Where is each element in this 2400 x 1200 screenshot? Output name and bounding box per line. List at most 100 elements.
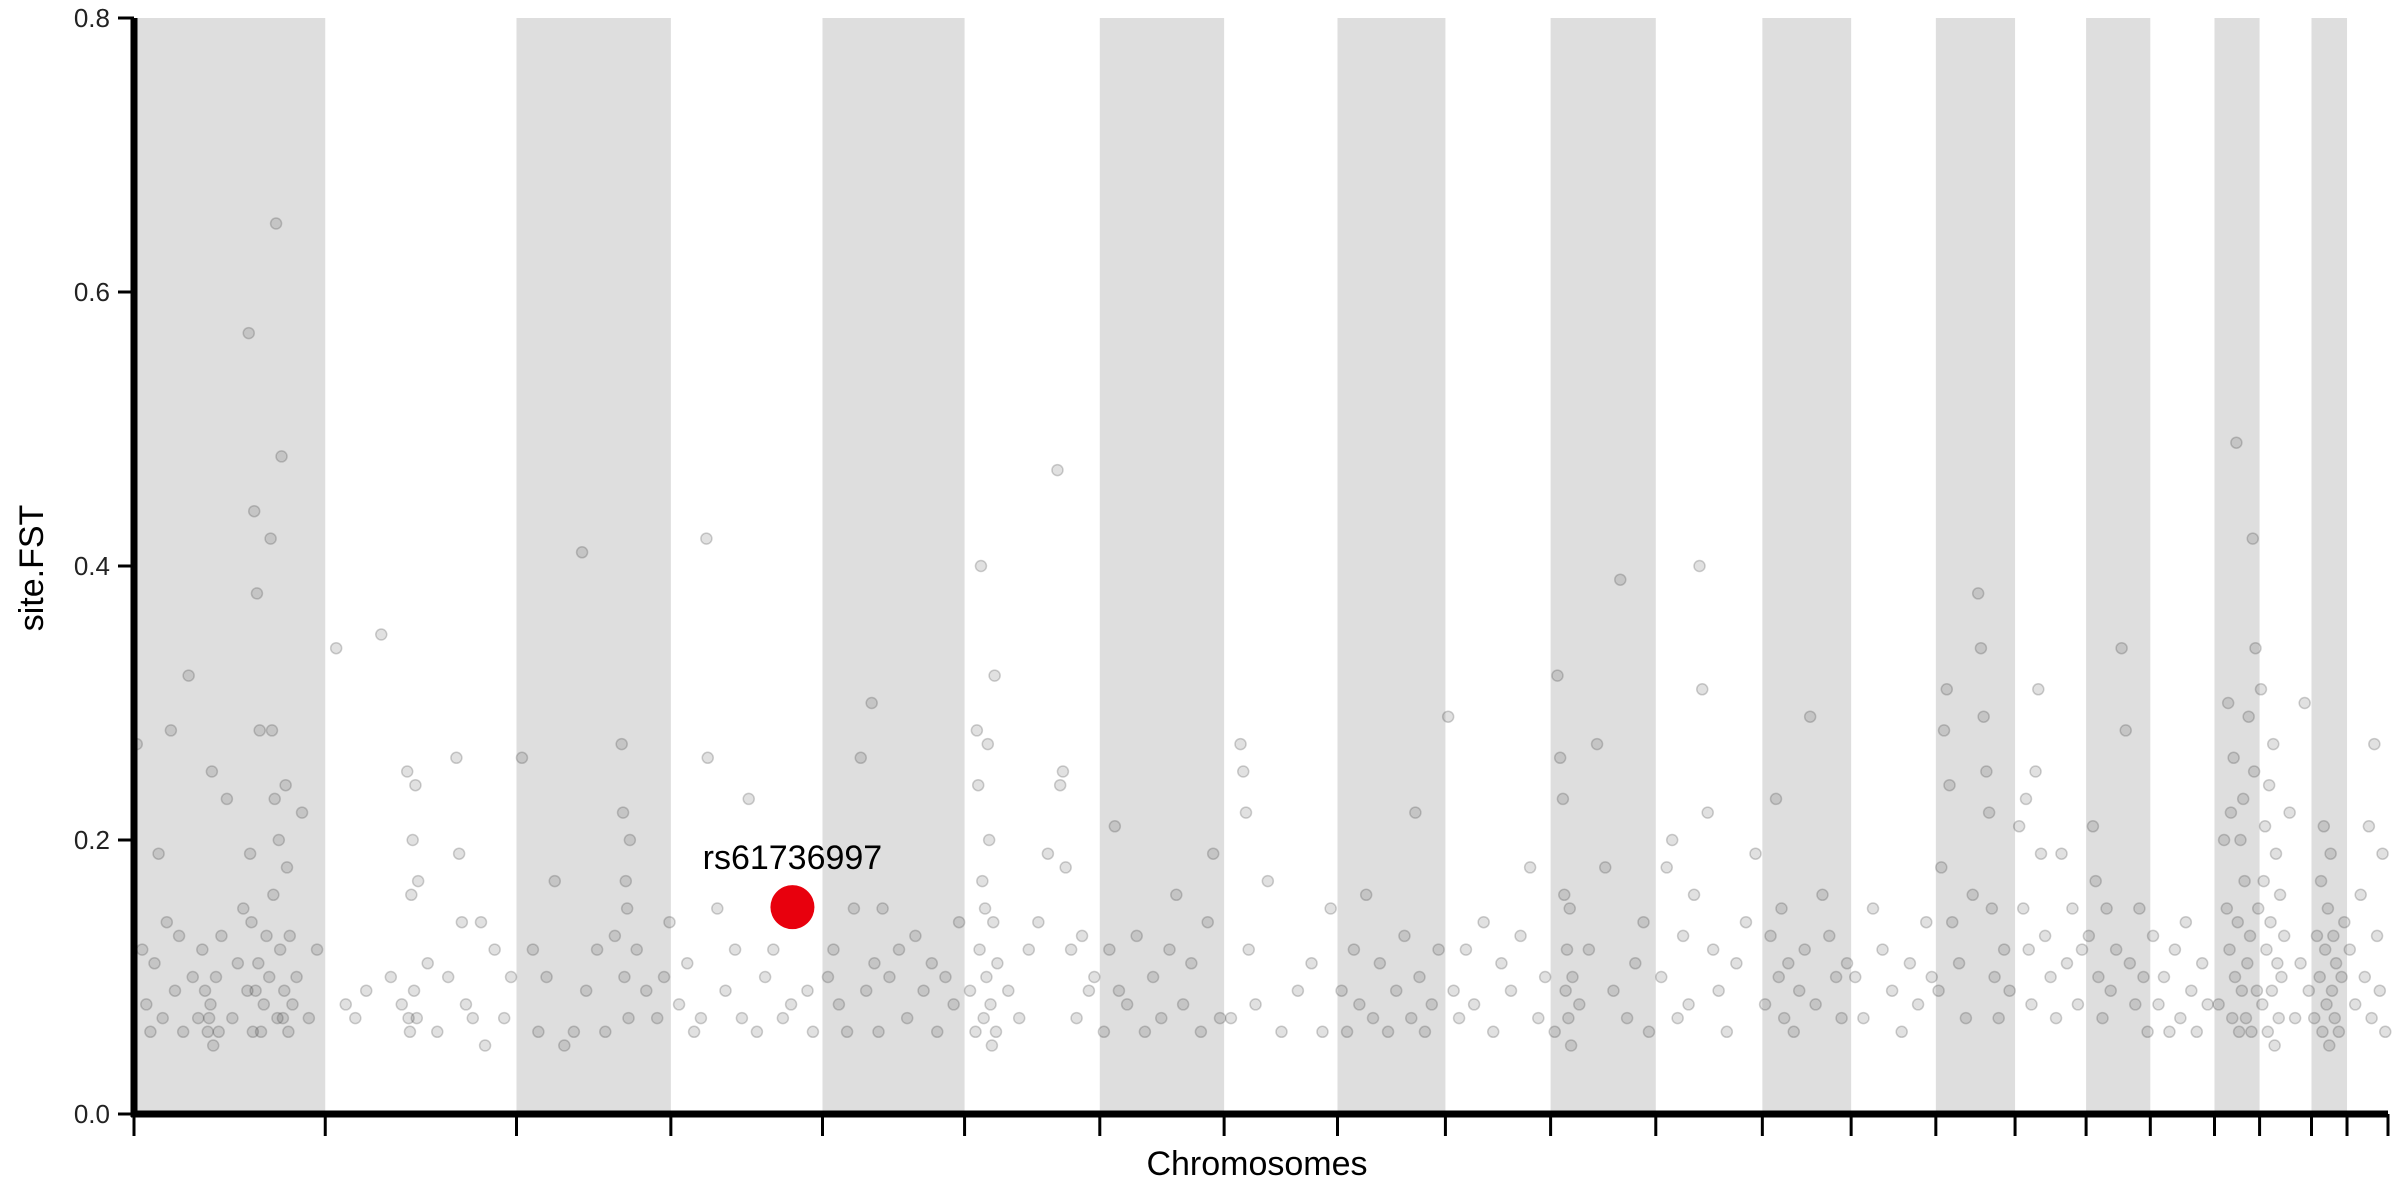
snp-point bbox=[2212, 998, 2225, 1011]
snp-point bbox=[1097, 1025, 1111, 1039]
snp-point bbox=[728, 943, 742, 956]
snp-point bbox=[409, 778, 422, 792]
y-tick-label: 0.6 bbox=[74, 277, 110, 307]
snp-point bbox=[254, 1025, 268, 1039]
snp-point bbox=[1418, 1025, 1432, 1039]
snp-point bbox=[1425, 998, 1439, 1011]
snp-point bbox=[2228, 970, 2242, 984]
snp-point bbox=[2226, 1011, 2239, 1025]
snp-point bbox=[1712, 984, 1725, 997]
snp-point bbox=[750, 1025, 764, 1039]
snp-point bbox=[1155, 1011, 1168, 1025]
snp-point bbox=[152, 847, 165, 860]
snp-point bbox=[663, 915, 676, 929]
snp-point bbox=[1553, 751, 1567, 765]
snp-point bbox=[1809, 998, 1822, 1011]
snp-point bbox=[245, 915, 258, 929]
snp-point bbox=[247, 504, 261, 518]
snp-point bbox=[2328, 1011, 2341, 1025]
snp-point bbox=[982, 833, 996, 847]
snp-point bbox=[1275, 1025, 1288, 1039]
snp-point bbox=[977, 1011, 990, 1025]
snp-point bbox=[963, 984, 977, 997]
snp-point bbox=[1389, 984, 1403, 997]
snp-point bbox=[917, 984, 930, 997]
snp-point bbox=[2032, 683, 2045, 696]
snp-point bbox=[1769, 792, 1783, 806]
snp-point bbox=[1551, 669, 1564, 682]
snp-point bbox=[1249, 998, 1262, 1011]
snp-point bbox=[1075, 929, 1089, 943]
snp-point bbox=[1504, 984, 1518, 997]
snp-point bbox=[198, 984, 212, 997]
snp-point bbox=[1940, 683, 1954, 696]
snp-point bbox=[1201, 915, 1214, 929]
snp-point bbox=[431, 1025, 444, 1039]
snp-point bbox=[2230, 436, 2243, 449]
snp-point bbox=[1798, 943, 1811, 956]
snp-point bbox=[515, 751, 529, 765]
snp-point bbox=[2258, 820, 2272, 833]
snp-point bbox=[1671, 1011, 1684, 1025]
snp-point bbox=[925, 957, 939, 970]
snp-point bbox=[1974, 641, 1988, 655]
snp-point bbox=[257, 998, 271, 1011]
snp-point bbox=[876, 902, 889, 915]
snp-point bbox=[640, 984, 653, 997]
snp-point bbox=[278, 984, 291, 997]
snp-point bbox=[2086, 820, 2100, 833]
snp-point bbox=[349, 1011, 362, 1025]
snp-point bbox=[2338, 915, 2351, 929]
snp-point bbox=[375, 628, 388, 641]
snp-point bbox=[620, 902, 634, 915]
snp-point bbox=[608, 929, 622, 943]
snp-point bbox=[2298, 696, 2311, 710]
snp-point bbox=[1130, 929, 1143, 943]
snp-point bbox=[1598, 861, 1612, 874]
snp-point bbox=[1335, 984, 1348, 997]
snp-point bbox=[1920, 915, 1933, 929]
snp-point bbox=[242, 326, 255, 340]
snp-point bbox=[1564, 1039, 1578, 1052]
snp-point bbox=[329, 641, 343, 655]
snp-point bbox=[969, 1025, 982, 1039]
snp-point bbox=[384, 970, 398, 984]
snp-point bbox=[1985, 902, 1999, 915]
snp-point bbox=[1556, 792, 1570, 806]
y-tick-label: 0.2 bbox=[74, 825, 110, 855]
snp-point bbox=[1787, 1025, 1801, 1039]
snp-point bbox=[1866, 902, 1880, 915]
snp-point bbox=[2321, 902, 2335, 915]
snp-point bbox=[1562, 1011, 1575, 1025]
snp-point bbox=[1840, 957, 1854, 970]
snp-point bbox=[2354, 888, 2367, 902]
chromosome-band bbox=[2311, 18, 2348, 1114]
snp-point bbox=[2022, 943, 2035, 956]
snp-point bbox=[1590, 737, 1604, 751]
snp-point bbox=[1146, 970, 1160, 984]
snp-point bbox=[1041, 847, 1055, 860]
snp-point bbox=[2157, 970, 2171, 984]
snp-point bbox=[984, 998, 997, 1011]
snp-point bbox=[2250, 984, 2264, 997]
snp-point bbox=[204, 998, 217, 1011]
snp-point bbox=[1758, 998, 1772, 1011]
snp-point bbox=[160, 915, 174, 929]
snp-point bbox=[2332, 1025, 2346, 1039]
snp-point bbox=[2271, 957, 2284, 970]
snp-point bbox=[2236, 792, 2250, 806]
snp-point bbox=[1739, 915, 1753, 929]
snp-point bbox=[1452, 1011, 1466, 1025]
snp-point bbox=[253, 724, 266, 737]
snp-point bbox=[275, 450, 288, 463]
snp-point bbox=[411, 874, 425, 888]
snp-point bbox=[892, 943, 906, 956]
snp-point bbox=[1163, 943, 1176, 956]
snp-point bbox=[466, 1011, 480, 1025]
snp-point bbox=[1194, 1025, 1208, 1039]
snp-point bbox=[1665, 833, 1679, 847]
snp-point bbox=[2119, 724, 2132, 737]
snp-point bbox=[832, 998, 846, 1011]
snp-points bbox=[130, 217, 2392, 1052]
snp-point bbox=[205, 765, 219, 778]
